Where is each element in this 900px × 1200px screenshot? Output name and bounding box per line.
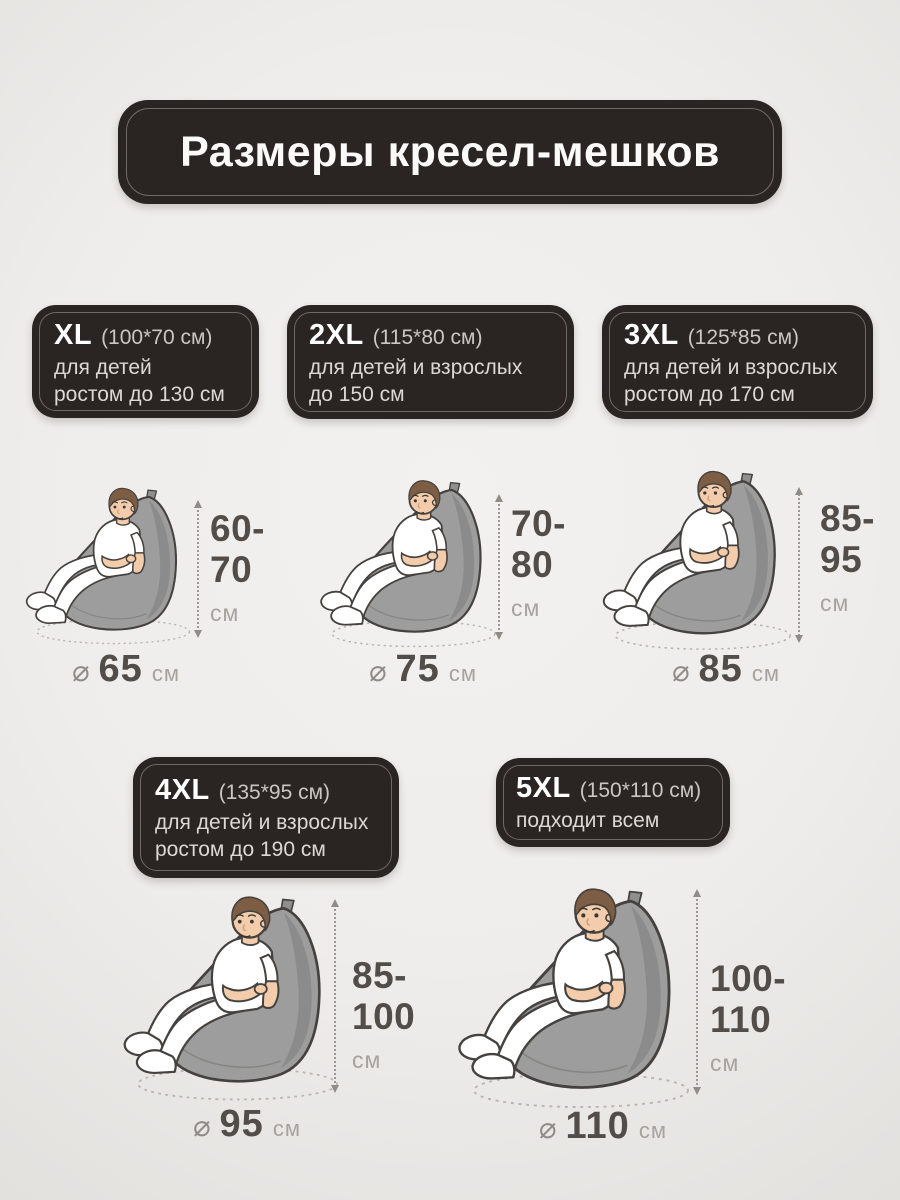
seat-height-range: 100- [710, 958, 787, 999]
seat-height-label: 60- 70 см [210, 508, 265, 627]
size-audience-line: ростом до 190 см [155, 837, 326, 861]
height-measure-line [795, 487, 803, 643]
height-measure-line [194, 500, 202, 638]
diameter-unit: см [638, 1118, 667, 1143]
size-dimensions: (150*110 см) [579, 779, 702, 802]
diameter-label: ⌀ 75 см [369, 648, 477, 691]
size-dimensions: (135*95 см) [218, 781, 331, 804]
diameter-icon: ⌀ [672, 654, 690, 688]
size-card-5xl: 5XL (150*110 см) подходит всем [496, 758, 730, 847]
diameter-unit: см [751, 661, 780, 686]
beanbag-person-illustration [602, 470, 792, 651]
diameter-label: ⌀ 85 см [672, 648, 780, 691]
diameter-label: ⌀ 110 см [539, 1105, 667, 1148]
arrow-down-icon [693, 1087, 701, 1095]
diameter-value: 95 [219, 1103, 264, 1145]
size-card-4xl: 4XL (135*95 см) для детей и взрослых рос… [133, 757, 399, 878]
seat-height-range: 95 [820, 539, 863, 581]
size-dimensions: (125*85 см) [687, 326, 800, 349]
seat-height-range: 80 [511, 544, 554, 586]
diameter-icon: ⌀ [369, 654, 387, 688]
beanbag-person-illustration [123, 895, 339, 1101]
size-audience-line: для детей и взрослых [624, 356, 838, 379]
seat-height-unit: см [710, 1049, 740, 1076]
size-audience-line: для детей [54, 356, 152, 379]
page-title: Размеры кресел-мешков [180, 127, 720, 176]
beanbag-person-illustration [458, 887, 690, 1109]
size-audience-line: до 150 см [309, 382, 405, 406]
seat-height-label: 85- 100 см [352, 955, 415, 1074]
seat-height-label: 70- 80 см [511, 503, 566, 622]
diameter-unit: см [448, 661, 477, 686]
diameter-label: ⌀ 95 см [193, 1103, 301, 1146]
seat-height-range: 60- [210, 508, 265, 549]
seat-height-unit: см [352, 1046, 382, 1073]
size-audience-line: для детей и взрослых [309, 356, 523, 379]
beanbag-person-illustration [320, 479, 497, 648]
size-label: XL [54, 319, 93, 351]
size-label: 4XL [155, 774, 210, 806]
arrow-down-icon [495, 632, 503, 640]
size-audience-line: ростом до 130 см [54, 382, 225, 406]
height-measure-line [495, 494, 503, 640]
seat-height-range: 110 [710, 999, 772, 1041]
diameter-value: 75 [395, 648, 440, 690]
arrow-up-icon [693, 889, 701, 897]
diameter-icon: ⌀ [193, 1109, 211, 1143]
diameter-value: 85 [698, 648, 743, 690]
arrow-down-icon [194, 630, 202, 638]
size-audience-line: для детей и взрослых [155, 811, 369, 834]
seat-height-range: 70 [210, 549, 253, 591]
arrow-down-icon [331, 1085, 339, 1093]
size-audience-line: подходит всем [516, 809, 660, 832]
seat-height-range: 85- [352, 955, 407, 996]
seat-height-unit: см [210, 599, 240, 626]
size-dimensions: (100*70 см) [101, 326, 213, 349]
size-label: 5XL [516, 772, 571, 804]
seat-height-range: 70- [511, 503, 566, 544]
seat-height-range: 100 [352, 996, 416, 1038]
arrow-up-icon [331, 899, 339, 907]
size-audience-line: ростом до 170 см [624, 382, 795, 406]
diameter-unit: см [151, 661, 180, 686]
diameter-icon: ⌀ [72, 654, 90, 688]
size-card-3xl: 3XL (125*85 см) для детей и взрослых рос… [602, 305, 873, 419]
seat-height-label: 100- 110 см [710, 958, 786, 1077]
diameter-value: 110 [565, 1105, 630, 1147]
seat-height-unit: см [820, 589, 850, 616]
diameter-unit: см [272, 1116, 301, 1141]
size-card-xl: XL (100*70 см) для детей ростом до 130 с… [32, 305, 259, 418]
diameter-icon: ⌀ [539, 1111, 557, 1145]
height-measure-line [331, 899, 339, 1093]
arrow-up-icon [194, 500, 202, 508]
beanbag-person-illustration [25, 487, 191, 645]
seat-height-unit: см [511, 594, 541, 621]
seat-height-label: 85- 95 см [820, 498, 875, 617]
seat-height-range: 85- [820, 498, 875, 539]
arrow-down-icon [795, 635, 803, 643]
arrow-up-icon [795, 487, 803, 495]
arrow-up-icon [495, 494, 503, 502]
height-measure-line [693, 889, 701, 1095]
size-label: 3XL [624, 319, 679, 351]
size-dimensions: (115*80 см) [372, 326, 483, 349]
diameter-value: 65 [98, 648, 143, 690]
size-label: 2XL [309, 319, 364, 351]
diameter-label: ⌀ 65 см [72, 648, 180, 691]
size-card-2xl: 2XL (115*80 см) для детей и взрослых до … [287, 305, 574, 419]
title-card: Размеры кресел-мешков [118, 100, 782, 204]
